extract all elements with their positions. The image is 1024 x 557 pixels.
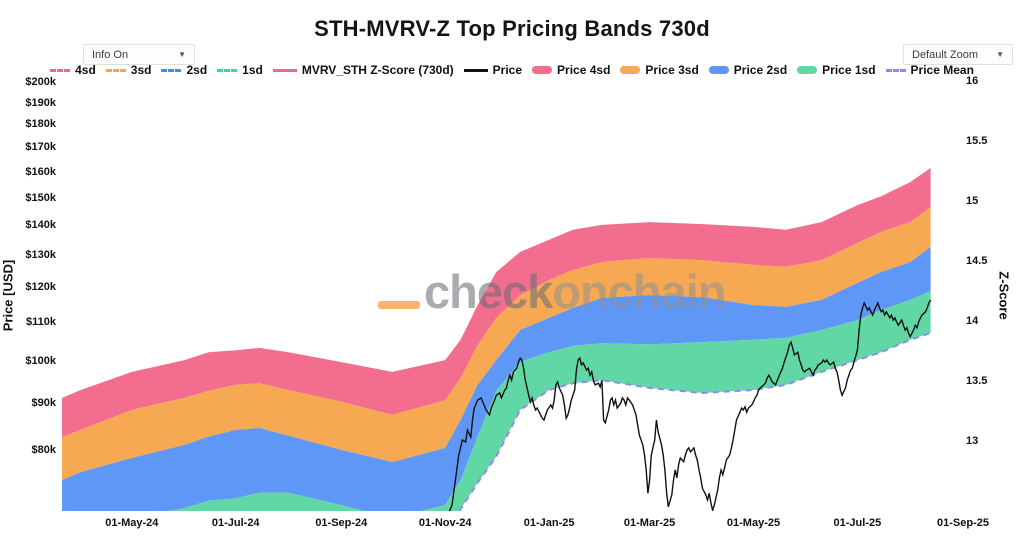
y-left-tick-label: $90k bbox=[31, 397, 56, 410]
info-dropdown[interactable]: Info On ▼ bbox=[83, 44, 195, 65]
legend-label: Price bbox=[492, 63, 523, 77]
y-right-tick-label: 15.5 bbox=[966, 135, 988, 147]
dash-marker-icon bbox=[885, 68, 906, 72]
x-tick-label: 01-Nov-24 bbox=[418, 517, 472, 529]
legend-label: Price 1sd bbox=[822, 63, 876, 77]
legend-label: 2sd bbox=[186, 63, 208, 77]
y-left-tick-label: $110k bbox=[26, 316, 56, 329]
y-left-tick-label: $180k bbox=[25, 118, 56, 131]
legend-item-4sd[interactable]: 4sd bbox=[50, 63, 96, 77]
x-tick-label: 01-May-25 bbox=[726, 517, 781, 529]
x-tick-label: 01-Jul-24 bbox=[211, 517, 260, 529]
info-dropdown-label: Info On bbox=[92, 48, 129, 61]
dash-marker-icon bbox=[50, 68, 71, 72]
y-left-tick-label: $160k bbox=[25, 165, 56, 178]
legend-label: Price Mean bbox=[910, 63, 974, 77]
line-marker-icon bbox=[463, 68, 488, 72]
legend-label: 4sd bbox=[75, 63, 96, 77]
y-left-tick-label: $100k bbox=[25, 354, 56, 367]
y-left-tick-label: $80k bbox=[31, 444, 56, 457]
page-title: STH-MVRV-Z Top Pricing Bands 730d bbox=[314, 16, 710, 41]
legend-item-mvrv-sth-z-score-730d-[interactable]: MVRV_STH Z-Score (730d) bbox=[272, 63, 454, 77]
y-right-tick-label: 16 bbox=[966, 75, 979, 87]
legend-item-2sd[interactable]: 2sd bbox=[161, 63, 207, 77]
x-tick-label: 01-Sep-25 bbox=[937, 517, 989, 529]
legend-item-price[interactable]: Price bbox=[463, 63, 523, 77]
legend-label: 1sd bbox=[242, 63, 263, 77]
legend-label: 3sd bbox=[130, 63, 152, 77]
y-right-tick-label: 14 bbox=[966, 315, 979, 327]
y-left-tick-label: $170k bbox=[25, 141, 56, 154]
y-left-tick-label: $130k bbox=[25, 249, 56, 262]
x-tick-label: 01-May-24 bbox=[105, 517, 159, 529]
legend-item-price-mean[interactable]: Price Mean bbox=[885, 63, 974, 77]
legend-label: MVRV_STH Z-Score (730d) bbox=[301, 63, 454, 77]
legend-item-price-2sd[interactable]: Price 2sd bbox=[708, 63, 788, 77]
dash-marker-icon bbox=[161, 68, 182, 72]
legend: 4sd 3sd 2sd 1sd MVRV_STH Z-Score (730d) Price… bbox=[0, 63, 1024, 77]
price-1sd-band bbox=[169, 291, 931, 511]
pricing-bands bbox=[62, 167, 931, 511]
y-right-tick-label: 13.5 bbox=[966, 375, 988, 387]
price-2sd-band bbox=[62, 247, 931, 511]
legend-label: Price 4sd bbox=[557, 63, 611, 77]
legend-label: Price 3sd bbox=[645, 63, 699, 77]
dash-marker-icon bbox=[105, 68, 126, 72]
x-tick-label: 01-Sep-24 bbox=[315, 517, 368, 529]
watermark: checkonchain bbox=[378, 265, 726, 318]
price-3sd-band bbox=[62, 207, 931, 481]
legend-item-price-1sd[interactable]: Price 1sd bbox=[797, 63, 876, 77]
line-marker-icon bbox=[272, 68, 297, 72]
band-marker-icon bbox=[797, 66, 818, 74]
watermark-underscore-icon bbox=[378, 301, 420, 309]
legend-label: Price 2sd bbox=[733, 63, 788, 77]
y-left-tick-label: $200k bbox=[25, 75, 56, 88]
y-left-tick-label: $120k bbox=[25, 281, 56, 294]
price-4sd-band bbox=[62, 167, 931, 438]
band-marker-icon bbox=[532, 66, 553, 74]
band-marker-icon bbox=[620, 66, 641, 74]
y-right-tick-label: 13 bbox=[966, 435, 979, 447]
legend-item-price-3sd[interactable]: Price 3sd bbox=[620, 63, 699, 77]
chevron-down-icon: ▼ bbox=[996, 50, 1004, 59]
legend-item-1sd[interactable]: 1sd bbox=[217, 63, 263, 77]
chevron-down-icon: ▼ bbox=[178, 50, 186, 59]
zoom-dropdown-label: Default Zoom bbox=[912, 48, 979, 61]
band-marker-icon bbox=[708, 66, 729, 74]
y-right-tick-label: 15 bbox=[966, 195, 979, 207]
y-left-tick-label: $150k bbox=[25, 191, 56, 204]
legend-item-3sd[interactable]: 3sd bbox=[105, 63, 152, 77]
watermark-text: checkonchain bbox=[424, 265, 725, 318]
y-left-tick-label: $190k bbox=[25, 96, 56, 109]
legend-item-price-4sd[interactable]: Price 4sd bbox=[532, 63, 610, 77]
y-right-tick-label: 14.5 bbox=[966, 255, 988, 267]
x-tick-label: 01-Jul-25 bbox=[833, 517, 882, 529]
price-line bbox=[448, 299, 932, 511]
dash-marker-icon bbox=[217, 68, 238, 72]
y-left-tick-label: $140k bbox=[25, 219, 56, 232]
zoom-dropdown[interactable]: Default Zoom ▼ bbox=[903, 44, 1013, 65]
x-tick-label: 01-Jan-25 bbox=[523, 517, 575, 529]
x-tick-label: 01-Mar-25 bbox=[623, 517, 676, 529]
